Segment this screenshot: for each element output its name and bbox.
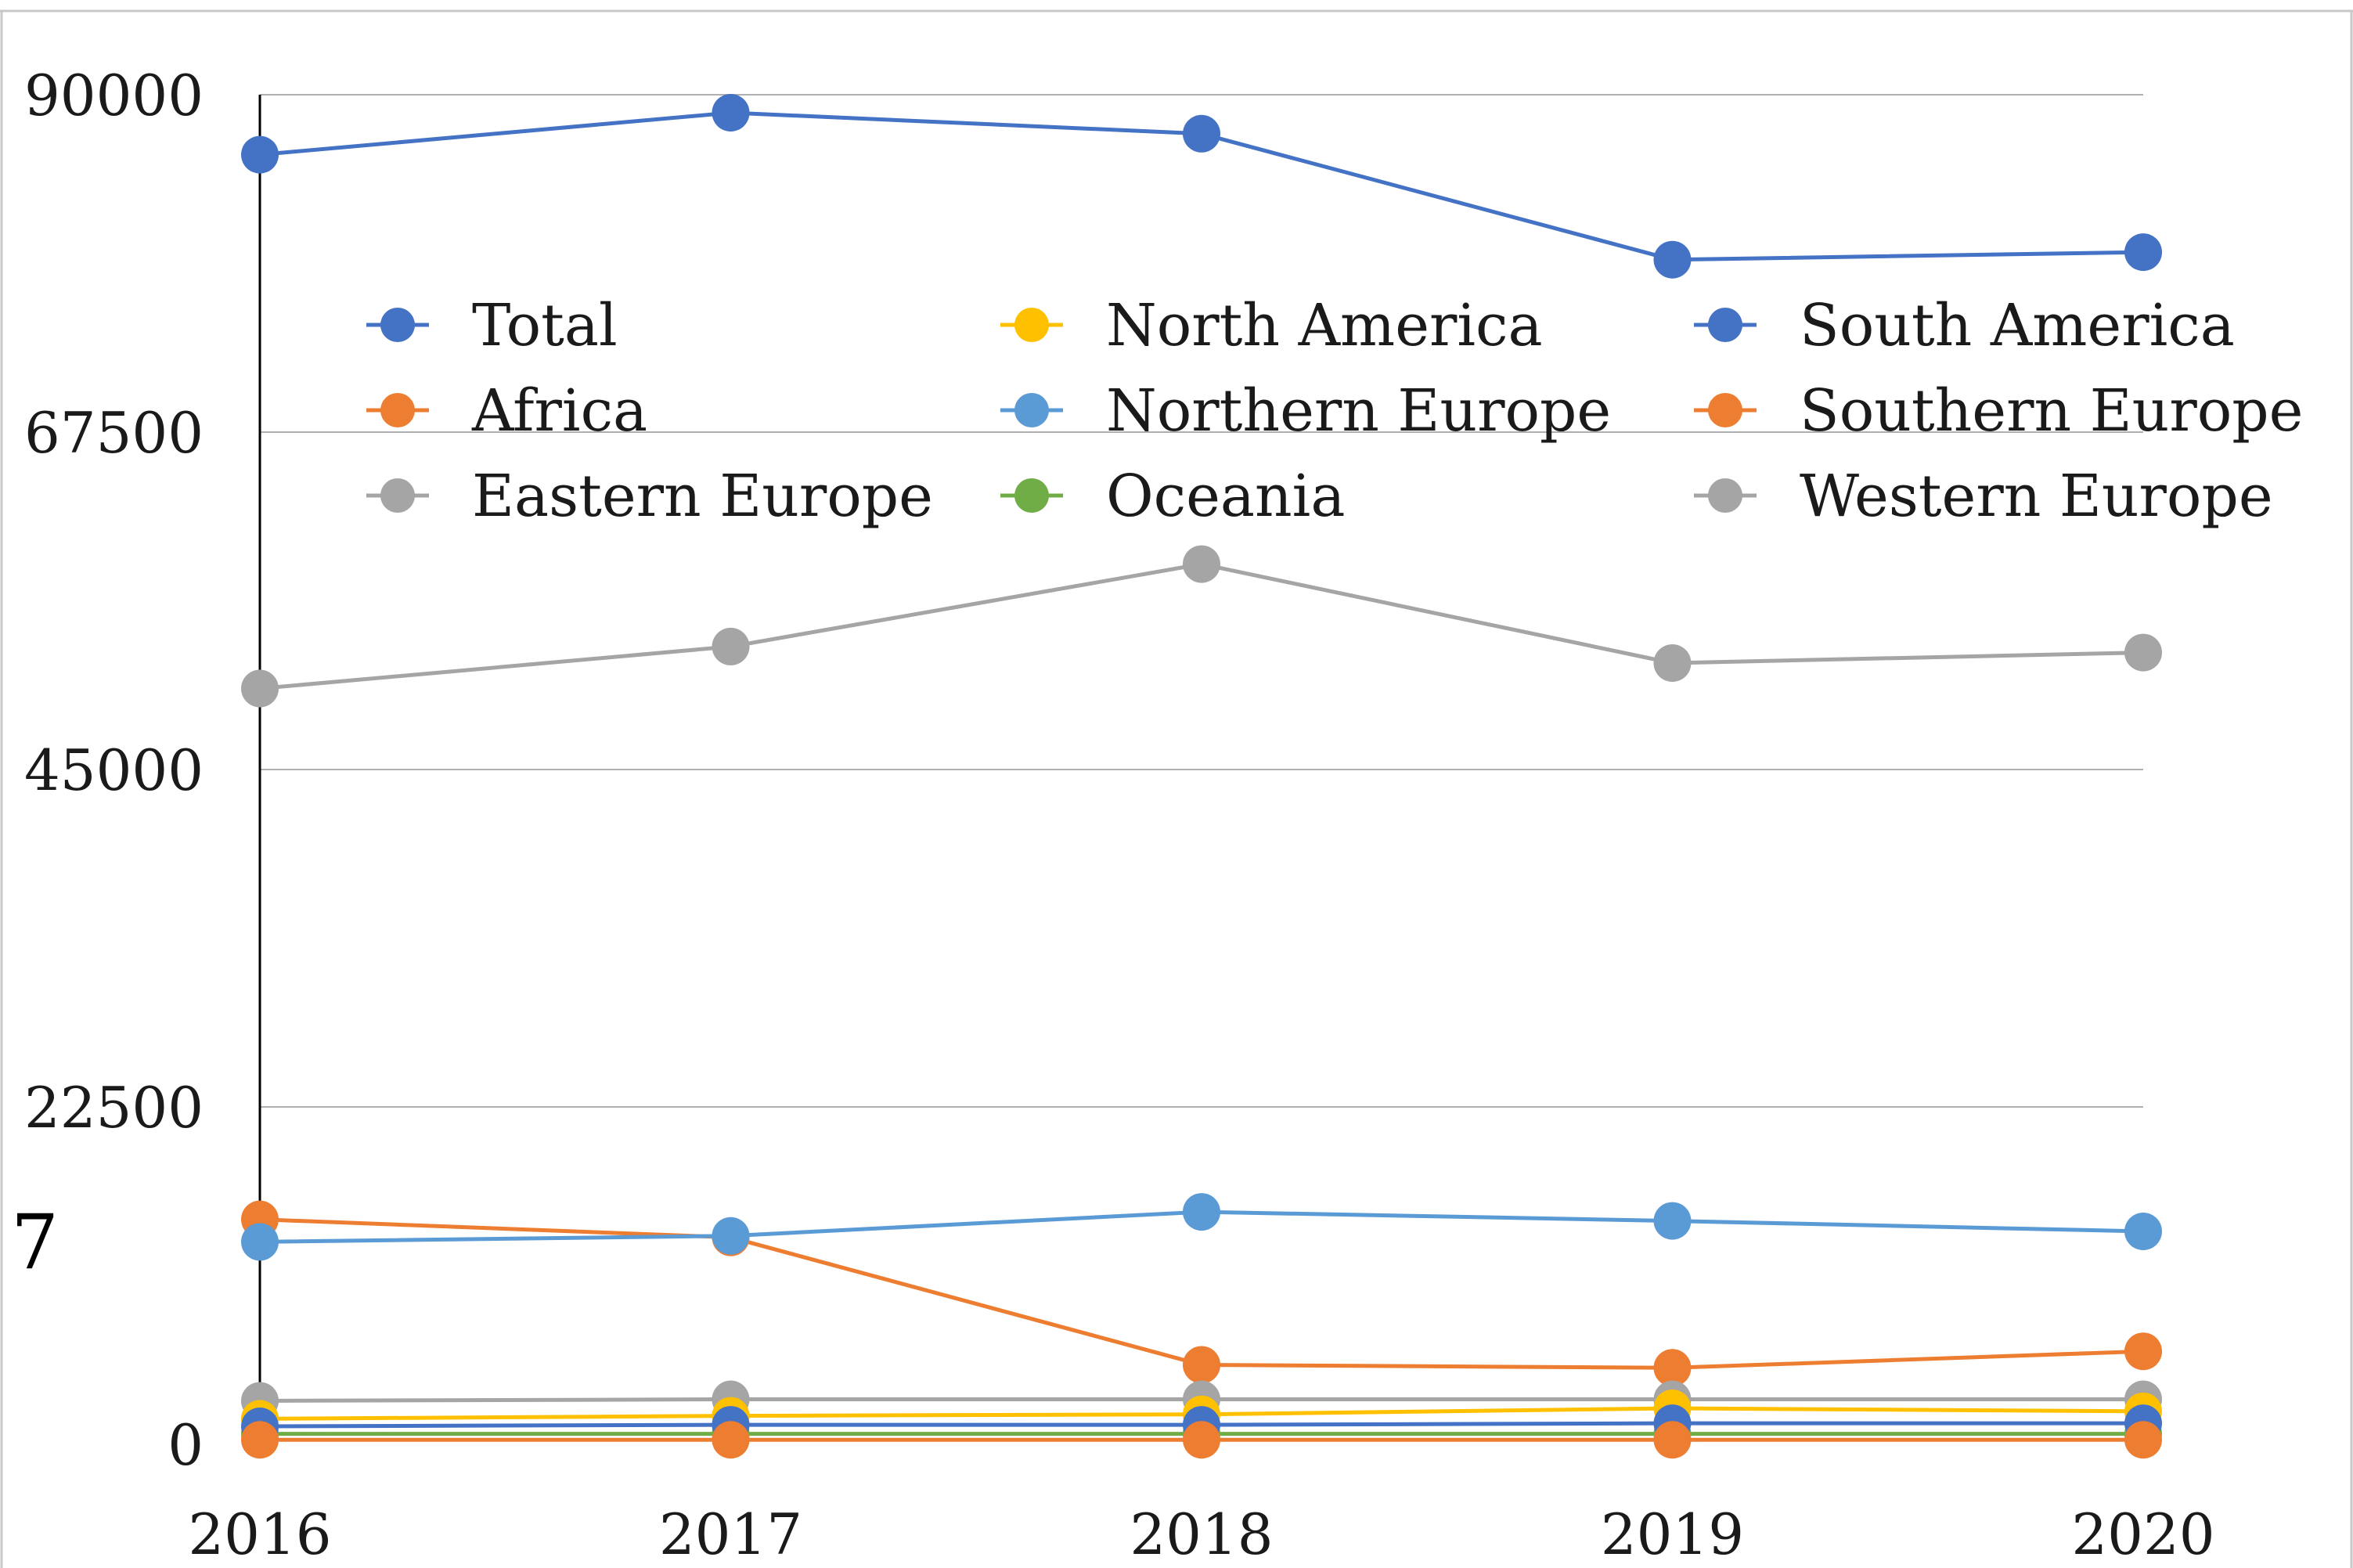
legend-item: Western Europe: [1694, 463, 2273, 530]
legend-item: Northern Europe: [1000, 377, 1611, 445]
data-point: [2124, 1212, 2162, 1250]
legend-swatch-marker: [1708, 308, 1742, 342]
legend-item: Total: [366, 292, 618, 359]
legend-label: South America: [1800, 292, 2235, 359]
y-tick-label: 67500: [24, 400, 204, 466]
legend-item: Africa: [366, 377, 647, 445]
gridlines: [260, 94, 2143, 1108]
data-point: [241, 669, 279, 708]
legend-item: South America: [1694, 292, 2235, 359]
legend-label: Oceania: [1106, 463, 1345, 530]
data-point: [712, 627, 750, 665]
data-point: [2124, 633, 2162, 672]
data-point: [712, 93, 750, 132]
series-western-europe: [241, 545, 2162, 708]
x-tick-label: 2020: [2071, 1501, 2214, 1567]
y-tick-label: 22500: [24, 1075, 204, 1141]
x-tick-label: 2018: [1130, 1501, 1273, 1567]
data-point: [1183, 114, 1220, 153]
x-tick-label: 2019: [1601, 1501, 1744, 1567]
stray-mark: 7: [11, 1199, 59, 1286]
data-point: [712, 1217, 750, 1255]
legend-item: Oceania: [1000, 463, 1345, 530]
data-point: [2124, 233, 2162, 272]
data-point: [1183, 545, 1220, 583]
legend-swatch-marker: [1014, 478, 1049, 513]
series-line: [259, 1217, 2144, 1370]
series-layer: [241, 93, 2162, 1459]
data-point: [1183, 1421, 1220, 1459]
data-point: [712, 1421, 750, 1459]
data-point: [241, 1421, 279, 1459]
x-tick-label: 2016: [188, 1501, 331, 1567]
data-point: [1653, 240, 1692, 279]
legend-label: Southern Europe: [1800, 377, 2303, 445]
data-point: [2124, 1421, 2162, 1459]
data-point: [1653, 643, 1692, 682]
legend-label: North America: [1106, 292, 1543, 359]
legend-swatch-marker: [1708, 393, 1742, 427]
legend-label: Eastern Europe: [472, 463, 933, 530]
legend-label: Western Europe: [1800, 463, 2273, 530]
series-northern-europe: [241, 1193, 2162, 1261]
legend-swatch-marker: [380, 393, 415, 427]
legend-label: Africa: [471, 377, 647, 445]
legend-item: Southern Europe: [1694, 377, 2303, 445]
data-point: [1653, 1349, 1692, 1387]
y-tick-label: 45000: [24, 737, 204, 803]
legend: Total Africa Eastern Europe North America No…: [366, 292, 2303, 530]
legend-item: Eastern Europe: [366, 463, 933, 530]
data-point: [241, 135, 279, 174]
legend-swatch-marker: [1014, 393, 1049, 427]
legend-swatch-marker: [380, 308, 415, 342]
data-point: [1653, 1202, 1692, 1240]
legend-swatch-marker: [1014, 308, 1049, 342]
x-tick-label: 2017: [659, 1501, 802, 1567]
series-southern-europe: [241, 1421, 2162, 1459]
legend-label: Total: [472, 292, 618, 359]
legend-item: North America: [1000, 292, 1543, 359]
data-point: [2124, 1332, 2162, 1371]
data-point: [1183, 1346, 1220, 1384]
data-point: [1183, 1193, 1220, 1231]
y-tick-label: 0: [168, 1412, 204, 1478]
y-tick-label: 90000: [24, 63, 204, 128]
legend-swatch-marker: [1708, 478, 1742, 513]
data-point: [1653, 1421, 1692, 1459]
data-point: [241, 1223, 279, 1261]
series-total: [241, 93, 2162, 279]
legend-label: Northern Europe: [1106, 377, 1611, 445]
legend-swatch-marker: [380, 478, 415, 513]
